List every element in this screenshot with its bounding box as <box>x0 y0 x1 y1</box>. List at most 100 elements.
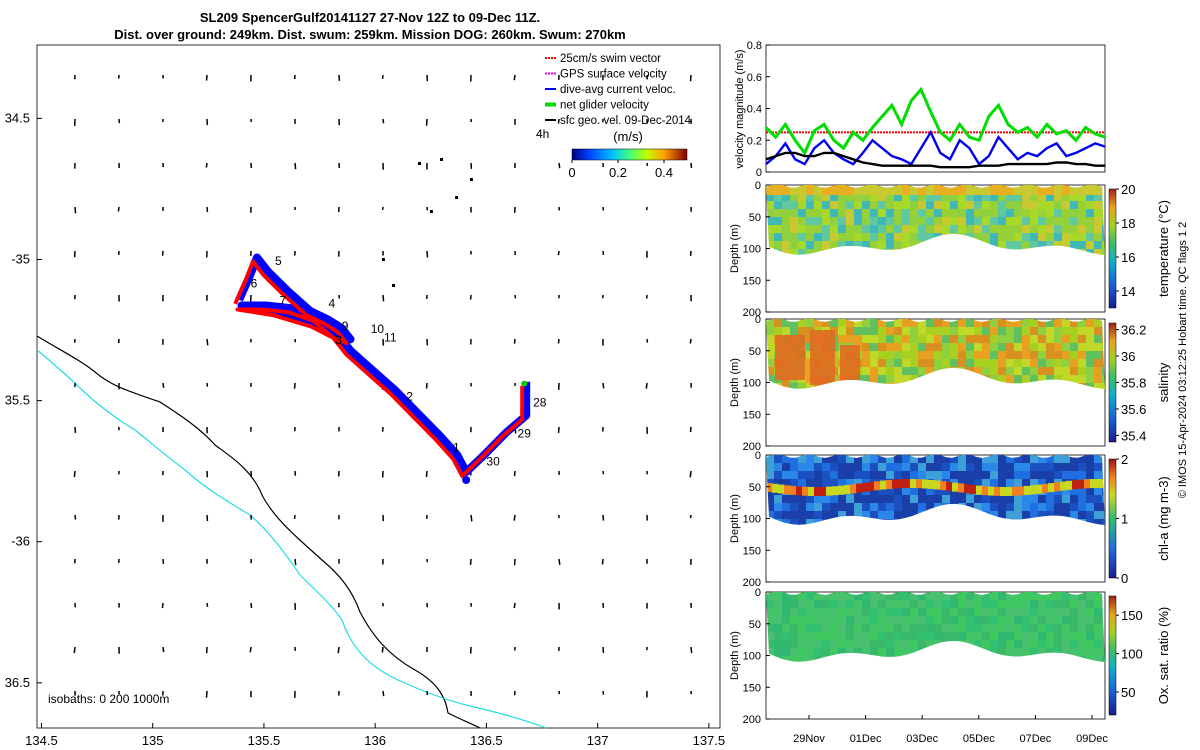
section-cell <box>814 479 823 488</box>
section-cell <box>902 193 911 202</box>
section-cell <box>870 640 879 649</box>
section-cell <box>1062 327 1071 336</box>
section-cell <box>1086 375 1095 384</box>
section-cell <box>822 511 831 520</box>
section-cell <box>1006 608 1015 617</box>
section-cell <box>862 335 871 344</box>
section-cell <box>1086 233 1095 242</box>
section-cell <box>918 319 927 328</box>
vector-arrow <box>206 338 209 346</box>
section-cell <box>1070 335 1079 344</box>
temperature-warm-cell <box>910 185 919 195</box>
section-cell <box>798 241 807 250</box>
section-cell <box>822 495 831 504</box>
map-xtick-label: 137 <box>587 733 609 748</box>
section-cell <box>766 367 775 376</box>
chl-maximum-cell <box>1090 479 1097 489</box>
section-cell <box>998 217 1007 226</box>
chl-maximum-cell <box>904 479 911 489</box>
section-cell <box>942 487 951 496</box>
section-cell <box>950 616 959 625</box>
section-cell <box>942 495 951 504</box>
isobath-200m <box>36 335 481 729</box>
section-cell <box>998 600 1007 609</box>
section-cell <box>886 495 895 504</box>
temperature-warm-cell <box>1038 185 1047 195</box>
section-cell <box>894 471 903 480</box>
section-cell <box>1054 616 1063 625</box>
section-cell <box>798 600 807 609</box>
section-cell <box>926 463 935 472</box>
section-cell <box>806 519 815 525</box>
velocity-panel: 0 0.2 0.4 0.6 0.8 velocity magnitude (m/s) <box>734 40 1106 179</box>
section-cell <box>1086 327 1095 336</box>
section-cell <box>782 656 791 662</box>
section-cell <box>1038 600 1047 609</box>
section-cell <box>910 233 919 242</box>
section-cell <box>990 233 999 242</box>
section-cell <box>902 319 911 328</box>
section-cell <box>790 463 799 472</box>
section-cell <box>774 201 783 210</box>
section-cell <box>886 511 895 520</box>
section-cell <box>814 632 823 641</box>
section-cell <box>950 359 959 368</box>
section-cell <box>1022 375 1031 384</box>
chl-maximum-cell <box>766 483 773 492</box>
chl-maximum-cell <box>1048 483 1055 493</box>
section-cell <box>982 209 991 218</box>
section-cell <box>1078 225 1087 234</box>
section-cell <box>806 479 815 488</box>
section-cell <box>870 375 879 384</box>
section-cell <box>854 217 863 226</box>
day-label: 11 <box>384 330 397 344</box>
section-cell <box>1062 503 1071 512</box>
section-cell <box>790 319 799 328</box>
section-cell <box>790 503 799 512</box>
section-cell <box>782 511 791 520</box>
section-ylabel: Depth (m) <box>729 224 741 273</box>
section-cell <box>1054 233 1063 242</box>
section-cell <box>1022 463 1031 472</box>
map-track-layer <box>233 253 531 484</box>
section-cell <box>1030 319 1039 328</box>
section-cell <box>774 225 783 234</box>
section-cell <box>862 624 871 633</box>
section-cell <box>830 624 839 633</box>
section-cell <box>982 319 991 328</box>
section-cell <box>798 519 807 525</box>
section-cell <box>854 511 863 520</box>
section-cell <box>1078 592 1087 601</box>
chl-maximum-cell <box>928 479 935 489</box>
section-cell <box>790 241 799 250</box>
section-cell <box>822 648 831 657</box>
section-cell <box>1054 319 1063 328</box>
chl-maximum-cell <box>1018 486 1025 496</box>
map-xtick-label: 136 <box>364 733 386 748</box>
chl-maximum-cell <box>844 485 851 495</box>
section-cell <box>782 616 791 625</box>
section-cell <box>1078 319 1087 328</box>
section-cell <box>798 471 807 480</box>
section-cell <box>766 616 775 625</box>
section-cell <box>790 495 799 504</box>
section-cell <box>1070 487 1079 496</box>
section-cell <box>910 471 919 480</box>
section-cell <box>1054 608 1063 617</box>
colorbar-tick-label: 18 <box>1121 216 1135 231</box>
section-cell <box>1086 600 1095 609</box>
section-cell <box>1030 201 1039 210</box>
section-cell <box>1094 640 1103 649</box>
vector-arrow <box>294 162 297 170</box>
chl-maximum-cell <box>1006 486 1013 496</box>
section-cell <box>886 241 895 250</box>
section-cell <box>806 592 815 601</box>
map-xtick-label: 135 <box>142 733 164 748</box>
section-cell <box>838 632 847 641</box>
section-cell <box>806 241 815 250</box>
section-cell <box>830 495 839 504</box>
section-cell <box>910 217 919 226</box>
vector-arrow <box>557 338 560 344</box>
section-cell <box>1070 648 1079 657</box>
section-cell <box>878 455 887 464</box>
